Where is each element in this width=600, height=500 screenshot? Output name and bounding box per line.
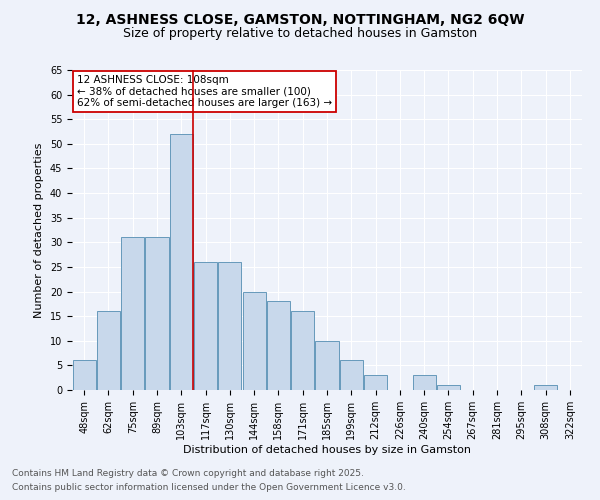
Text: Contains HM Land Registry data © Crown copyright and database right 2025.: Contains HM Land Registry data © Crown c… xyxy=(12,468,364,477)
Bar xyxy=(218,262,241,390)
Bar xyxy=(364,375,387,390)
Bar xyxy=(267,302,290,390)
Bar xyxy=(291,311,314,390)
Bar xyxy=(194,262,217,390)
Bar xyxy=(97,311,120,390)
Bar xyxy=(316,341,338,390)
Text: Contains public sector information licensed under the Open Government Licence v3: Contains public sector information licen… xyxy=(12,484,406,492)
Text: 12, ASHNESS CLOSE, GAMSTON, NOTTINGHAM, NG2 6QW: 12, ASHNESS CLOSE, GAMSTON, NOTTINGHAM, … xyxy=(76,12,524,26)
Bar xyxy=(340,360,363,390)
Text: Size of property relative to detached houses in Gamston: Size of property relative to detached ho… xyxy=(123,28,477,40)
Bar xyxy=(73,360,95,390)
Bar xyxy=(413,375,436,390)
Text: 12 ASHNESS CLOSE: 108sqm
← 38% of detached houses are smaller (100)
62% of semi-: 12 ASHNESS CLOSE: 108sqm ← 38% of detach… xyxy=(77,75,332,108)
Bar xyxy=(145,238,169,390)
Bar xyxy=(242,292,266,390)
Bar xyxy=(437,385,460,390)
Bar xyxy=(170,134,193,390)
X-axis label: Distribution of detached houses by size in Gamston: Distribution of detached houses by size … xyxy=(183,444,471,454)
Bar xyxy=(534,385,557,390)
Y-axis label: Number of detached properties: Number of detached properties xyxy=(34,142,44,318)
Bar xyxy=(121,238,144,390)
